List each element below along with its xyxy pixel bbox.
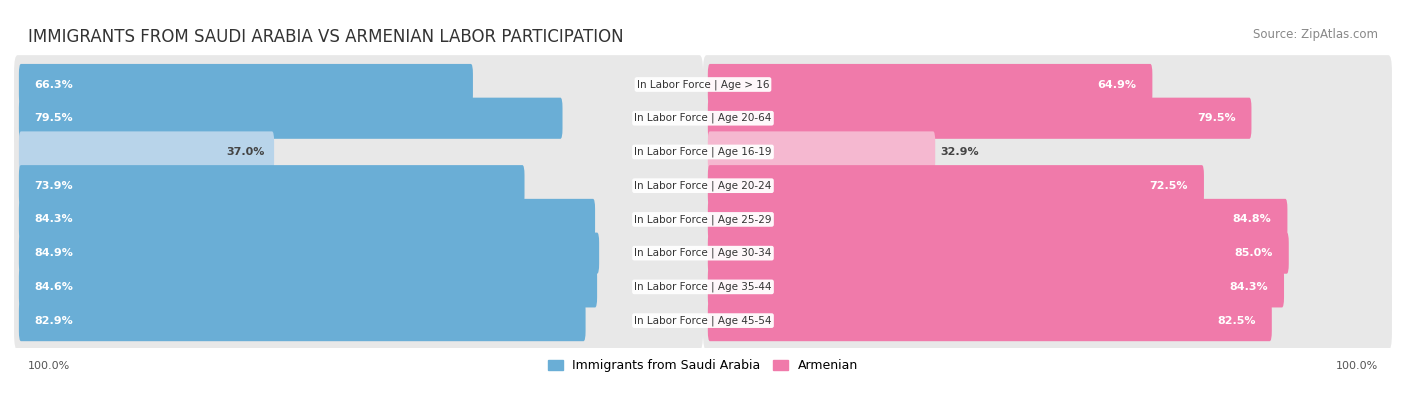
FancyBboxPatch shape: [707, 233, 1289, 274]
FancyBboxPatch shape: [14, 258, 703, 316]
FancyBboxPatch shape: [18, 266, 598, 307]
FancyBboxPatch shape: [14, 122, 703, 181]
FancyBboxPatch shape: [703, 258, 1392, 316]
FancyBboxPatch shape: [707, 266, 1284, 307]
Text: 37.0%: 37.0%: [226, 147, 266, 157]
Text: 73.9%: 73.9%: [35, 181, 73, 191]
FancyBboxPatch shape: [703, 224, 1392, 282]
Text: In Labor Force | Age 20-64: In Labor Force | Age 20-64: [634, 113, 772, 124]
FancyBboxPatch shape: [14, 224, 703, 282]
FancyBboxPatch shape: [14, 89, 703, 148]
Text: In Labor Force | Age 25-29: In Labor Force | Age 25-29: [634, 214, 772, 225]
FancyBboxPatch shape: [707, 165, 1204, 206]
Text: In Labor Force | Age 30-34: In Labor Force | Age 30-34: [634, 248, 772, 258]
FancyBboxPatch shape: [14, 190, 703, 249]
Text: In Labor Force | Age 35-44: In Labor Force | Age 35-44: [634, 282, 772, 292]
FancyBboxPatch shape: [703, 291, 1392, 350]
FancyBboxPatch shape: [18, 300, 585, 341]
FancyBboxPatch shape: [703, 89, 1392, 148]
Text: 84.3%: 84.3%: [35, 214, 73, 224]
Text: 100.0%: 100.0%: [28, 361, 70, 371]
Text: In Labor Force | Age > 16: In Labor Force | Age > 16: [637, 79, 769, 90]
FancyBboxPatch shape: [707, 300, 1272, 341]
FancyBboxPatch shape: [703, 122, 1392, 181]
Text: In Labor Force | Age 45-54: In Labor Force | Age 45-54: [634, 315, 772, 326]
Text: 84.3%: 84.3%: [1230, 282, 1268, 292]
FancyBboxPatch shape: [703, 190, 1392, 249]
FancyBboxPatch shape: [18, 132, 274, 173]
Text: In Labor Force | Age 20-24: In Labor Force | Age 20-24: [634, 181, 772, 191]
Text: 100.0%: 100.0%: [1336, 361, 1378, 371]
Text: 82.9%: 82.9%: [35, 316, 73, 325]
FancyBboxPatch shape: [18, 199, 595, 240]
FancyBboxPatch shape: [14, 55, 703, 114]
Text: 64.9%: 64.9%: [1098, 79, 1136, 90]
Text: 66.3%: 66.3%: [35, 79, 73, 90]
Legend: Immigrants from Saudi Arabia, Armenian: Immigrants from Saudi Arabia, Armenian: [543, 354, 863, 377]
FancyBboxPatch shape: [18, 64, 472, 105]
FancyBboxPatch shape: [707, 199, 1288, 240]
FancyBboxPatch shape: [707, 98, 1251, 139]
FancyBboxPatch shape: [707, 132, 935, 173]
Text: 79.5%: 79.5%: [1197, 113, 1236, 123]
Text: 84.9%: 84.9%: [35, 248, 73, 258]
Text: 79.5%: 79.5%: [35, 113, 73, 123]
FancyBboxPatch shape: [707, 64, 1153, 105]
Text: IMMIGRANTS FROM SAUDI ARABIA VS ARMENIAN LABOR PARTICIPATION: IMMIGRANTS FROM SAUDI ARABIA VS ARMENIAN…: [28, 28, 624, 46]
Text: 85.0%: 85.0%: [1234, 248, 1272, 258]
FancyBboxPatch shape: [703, 55, 1392, 114]
Text: 32.9%: 32.9%: [941, 147, 979, 157]
Text: 84.6%: 84.6%: [35, 282, 73, 292]
Text: 82.5%: 82.5%: [1218, 316, 1256, 325]
FancyBboxPatch shape: [703, 156, 1392, 215]
Text: In Labor Force | Age 16-19: In Labor Force | Age 16-19: [634, 147, 772, 157]
FancyBboxPatch shape: [14, 291, 703, 350]
Text: 84.8%: 84.8%: [1233, 214, 1271, 224]
Text: 72.5%: 72.5%: [1150, 181, 1188, 191]
FancyBboxPatch shape: [18, 233, 599, 274]
FancyBboxPatch shape: [18, 98, 562, 139]
FancyBboxPatch shape: [14, 156, 703, 215]
FancyBboxPatch shape: [18, 165, 524, 206]
Text: Source: ZipAtlas.com: Source: ZipAtlas.com: [1253, 28, 1378, 41]
